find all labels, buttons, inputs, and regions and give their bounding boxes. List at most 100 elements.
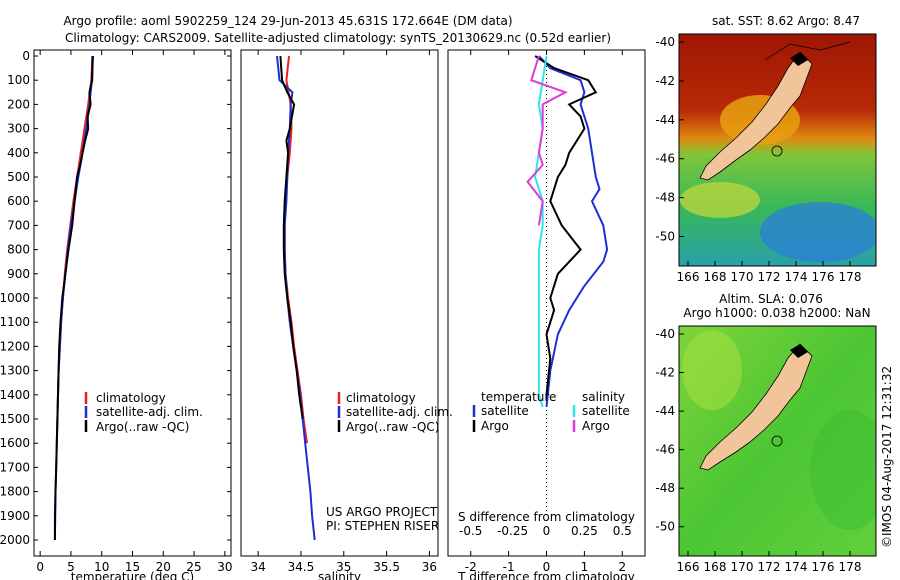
top-tick-label: 0.25	[571, 524, 598, 538]
legend-label-t-satellite: satellite	[481, 404, 529, 418]
figure-title-line1: Argo profile: aoml 5902259_124 29-Jun-20…	[63, 14, 512, 28]
x-tick-label: 15	[125, 560, 140, 574]
y-tick-label: 200	[7, 97, 30, 111]
x-tick-label: 2	[618, 560, 626, 574]
series-line-temperature-satellite	[538, 55, 609, 408]
y-tick-label: 1000	[0, 291, 30, 305]
y-tick-label: 900	[7, 267, 30, 281]
lat-tick-label: -44	[655, 113, 675, 127]
figure-title-line2: Climatology: CARS2009. Satellite-adjuste…	[65, 31, 611, 45]
cook-strait-dark	[790, 344, 808, 358]
timestamp-stamp: ©IMOS 04-Aug-2017 12:31:32	[880, 366, 894, 548]
y-tick-label: 500	[7, 170, 30, 184]
y-tick-label: 1200	[0, 339, 30, 353]
lon-tick-label: 168	[704, 560, 727, 574]
difference-legend: temperature salinity satellite Argo sate…	[472, 390, 630, 433]
y-tick-label: 1400	[0, 388, 30, 402]
x-tick-label: -1	[503, 560, 515, 574]
lon-tick-label: 174	[785, 270, 808, 284]
temperature-legend: climatology satellite-adj. clim. Argo(..…	[84, 391, 203, 434]
legend-label-satellite: satellite-adj. clim.	[96, 405, 203, 419]
x-tick-label: 35.5	[373, 560, 400, 574]
salinity-legend: climatology satellite-adj. clim. Argo(..…	[337, 391, 453, 434]
sst-map-ticks: -40 -42 -44 -46 -48 -50 166 168 170 172 174 176 178	[655, 35, 861, 284]
y-tick-label: 1900	[0, 509, 30, 523]
series-line-salinity-argo	[526, 55, 568, 226]
plot-frame	[240, 49, 439, 557]
lat-tick-label: -46	[655, 152, 675, 166]
legend-label-satellite: satellite-adj. clim.	[346, 405, 453, 419]
legend-label-argo: Argo(..raw -QC)	[346, 420, 439, 434]
sst-map-frame	[678, 33, 877, 267]
lon-tick-label: 178	[839, 560, 862, 574]
lon-tick-label: 168	[704, 270, 727, 284]
sst-map: sat. SST: 8.62 Argo: 8.47	[655, 14, 877, 284]
y-tick-label: 700	[7, 218, 30, 232]
x-tick-label: 34.5	[288, 560, 315, 574]
y-tick-label: 1600	[0, 436, 30, 450]
top-axis-label: S difference from climatology	[458, 510, 635, 524]
x-tick-label: 20	[156, 560, 171, 574]
lat-tick-label: -48	[655, 191, 675, 205]
y-tick-label: 300	[7, 122, 30, 136]
lat-tick-label: -50	[655, 230, 675, 244]
x-axis-label: T difference from climatology	[457, 570, 635, 580]
lat-tick-label: -40	[655, 327, 675, 341]
series-line-argo-raw-qc-	[53, 55, 94, 541]
sst-yellow-patch	[680, 182, 760, 218]
lat-tick-label: -50	[655, 520, 675, 534]
sst-cold-patch	[760, 202, 876, 262]
x-tick-label: 34	[250, 560, 265, 574]
top-tick-label: 0	[543, 524, 551, 538]
sla-green-patch	[810, 410, 876, 530]
legend-head-salinity: salinity	[582, 390, 625, 404]
x-tick-label: 10	[94, 560, 109, 574]
new-zealand-land	[699, 343, 813, 471]
sla-map-frame	[678, 325, 877, 557]
lat-tick-label: -40	[655, 35, 675, 49]
sla-map-title2: Argo h1000: 0.038 h2000: NaN	[683, 306, 870, 320]
argo-float-position	[771, 145, 783, 157]
y-tick-label: 600	[7, 194, 30, 208]
sst-contour	[764, 41, 851, 61]
x-tick-label: -2	[465, 560, 477, 574]
sla-map-title1: Altim. SLA: 0.076	[719, 292, 823, 306]
series-line-argo-raw-qc-	[279, 55, 304, 420]
lat-tick-label: -42	[655, 74, 675, 88]
legend-label-s-satellite: satellite	[582, 404, 630, 418]
y-tick-label: 0	[22, 49, 30, 63]
salinity-profile-plot: 34 34.5 35 35.5 36 salinity	[240, 49, 439, 580]
x-tick-label: 0	[36, 560, 44, 574]
y-tick-label: 1100	[0, 315, 30, 329]
top-tick-label: -0.25	[497, 524, 528, 538]
legend-label-climatology: climatology	[96, 391, 166, 405]
x-tick-label: 5	[67, 560, 75, 574]
x-tick-label: 0	[543, 560, 551, 574]
x-tick-label: 25	[186, 560, 201, 574]
cook-strait-dark	[790, 52, 808, 66]
legend-label-climatology: climatology	[346, 391, 416, 405]
legend-label-t-argo: Argo	[481, 419, 509, 433]
lat-tick-label: -46	[655, 443, 675, 457]
sst-map-title: sat. SST: 8.62 Argo: 8.47	[712, 14, 860, 28]
argo-float-position	[771, 435, 783, 447]
plot-frame	[33, 49, 232, 557]
lat-tick-label: -42	[655, 366, 675, 380]
lon-tick-label: 176	[812, 270, 835, 284]
lon-tick-label: 166	[677, 270, 700, 284]
lat-tick-label: -48	[655, 481, 675, 495]
new-zealand-land	[699, 51, 813, 181]
lon-tick-label: 176	[812, 560, 835, 574]
lon-tick-label: 178	[839, 270, 862, 284]
x-axis-label: temperature (deg C)	[71, 570, 194, 580]
y-tick-label: 1800	[0, 485, 30, 499]
lon-tick-label: 172	[758, 560, 781, 574]
series-line-salinity-satellite	[534, 55, 548, 408]
legend-head-temperature: temperature	[481, 390, 556, 404]
project-credit: US ARGO PROJECT	[326, 505, 438, 519]
top-tick-label: -0.5	[459, 524, 482, 538]
x-tick-label: 36	[422, 560, 437, 574]
difference-profile-plot: -2 -1 0 1 2T difference from climatology S di…	[447, 49, 646, 580]
